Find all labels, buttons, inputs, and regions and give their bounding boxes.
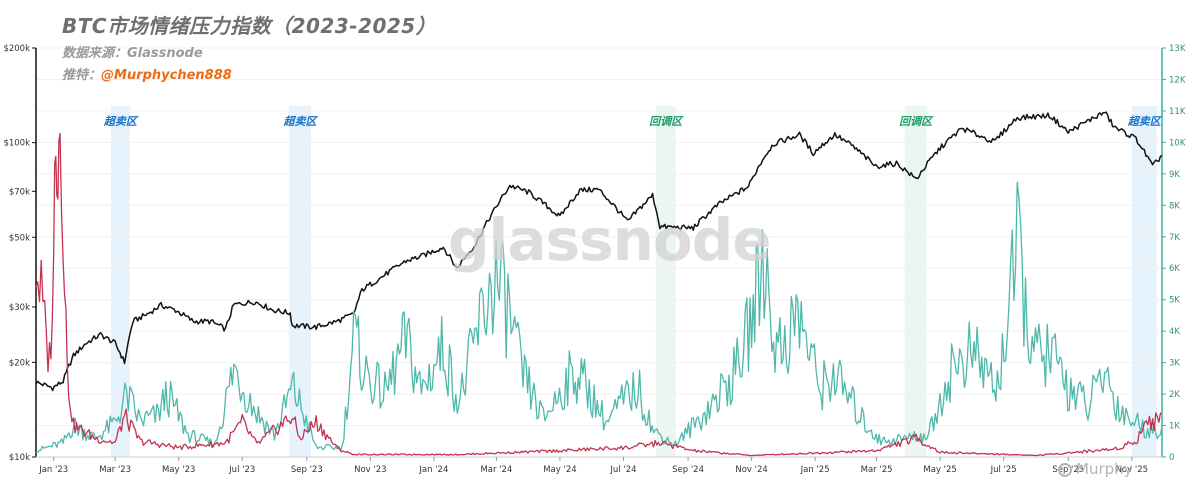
left-tick-label: $100k [3,139,30,149]
left-tick-label: $50k [9,233,30,243]
x-tick-label: Jul '23 [228,465,255,475]
highlight-bands [110,106,1157,457]
right-tick-label: 2K [1169,390,1180,400]
chart-title: BTC市场情绪压力指数（2023-2025） [62,14,437,38]
band-label-5: 超卖区 [1127,115,1163,128]
weibo-icon [1058,462,1072,477]
watermark: glassnode [448,206,772,274]
red-indicator-line [35,132,1163,457]
band-5 [1131,106,1157,457]
band-2 [289,106,311,457]
right-tick-label: 4K [1169,327,1180,337]
x-tick-label: Jan '25 [800,465,830,475]
right-tick-label: 3K [1169,359,1180,369]
axes: $10k $20k $30k $50k $70k $100k $200k 0 1K 2K 3K 4K 5… [3,44,1185,475]
left-tick-label: $30k [9,303,30,313]
credit-text: Murphy [1076,460,1133,478]
x-tick-label: Jul '25 [990,465,1017,475]
x-tick-label: Mar '25 [861,465,893,475]
band-4 [904,106,927,457]
right-tick-label: 13K [1169,44,1186,54]
left-tick-label: $10k [9,453,30,463]
right-tick-label: 10K [1169,138,1186,148]
x-tick-label: Nov '25 [1116,465,1148,475]
x-tick-label: Mar '23 [99,465,131,475]
band-labels: 超卖区 超卖区 回调区 回调区 超卖区 [103,115,1163,128]
x-tick-label: Nov '24 [735,465,767,475]
band-label-2: 超卖区 [283,115,319,128]
series-lines [35,111,1163,457]
right-tick-label: 0 [1169,453,1174,463]
left-tick-label: $200k [3,44,30,54]
band-label-3: 回调区 [649,115,684,128]
left-tick-label: $20k [9,358,30,368]
band-1 [110,106,130,457]
right-tick-label: 11K [1169,107,1186,117]
right-tick-label: 8K [1169,201,1180,211]
band-label-1: 超卖区 [103,115,139,128]
data-source-label: 数据来源：Glassnode [62,46,203,61]
right-tick-label: 7K [1169,233,1180,243]
x-tick-label: Nov '23 [354,465,386,475]
credit-watermark: Murphy [1058,460,1133,478]
x-tick-label: Sep '23 [291,465,323,475]
right-tick-label: 6K [1169,264,1180,274]
right-tick-label: 12K [1169,75,1186,85]
x-tick-label: May '24 [543,465,576,475]
left-tick-label: $70k [9,187,30,197]
right-tick-label: 5K [1169,296,1180,306]
x-tick-label: May '23 [162,465,195,475]
x-tick-label: Jul '24 [609,465,636,475]
band-3 [655,106,676,457]
band-label-4: 回调区 [899,115,934,128]
teal-indicator-line [35,181,1163,454]
right-tick-label: 1K [1169,422,1180,432]
author-prefix: 推特： [62,68,102,83]
x-tick-label: Mar '24 [480,465,512,475]
x-tick-label: Jan '23 [38,465,68,475]
right-tick-label: 9K [1169,170,1180,180]
author-handle[interactable]: @Murphychen888 [101,68,232,83]
x-tick-label: Sep '24 [672,465,704,475]
x-tick-label: Jan '24 [418,465,448,475]
x-tick-label: May '25 [923,465,956,475]
author-label: 推特：@Murphychen888 [62,64,232,83]
btc-price-line [35,111,1163,392]
